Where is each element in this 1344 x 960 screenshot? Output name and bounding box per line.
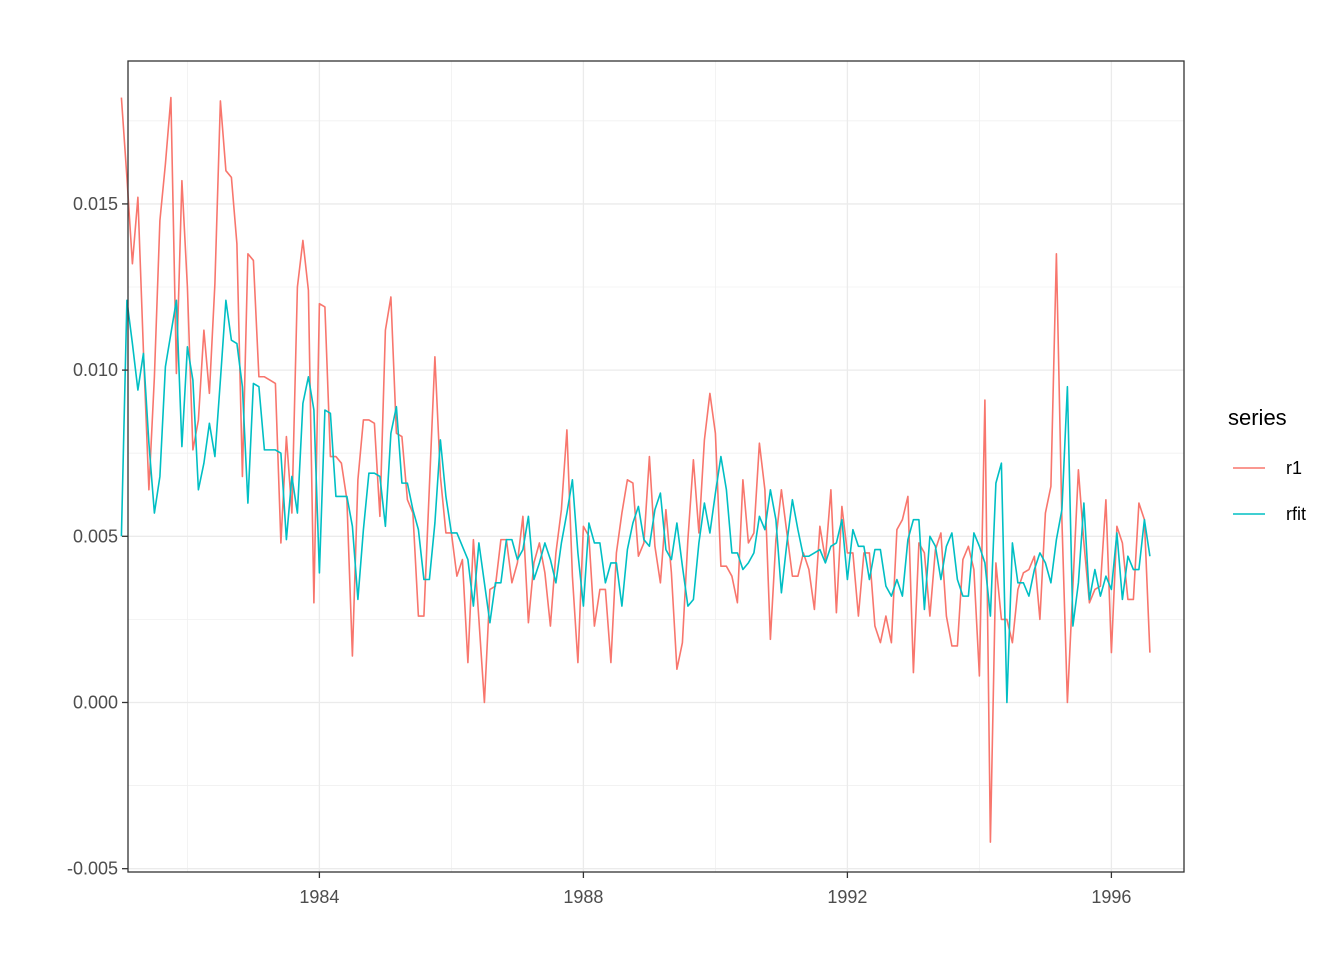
y-tick-label: 0.000 <box>73 692 118 712</box>
series-layer <box>120 96 1151 843</box>
y-tick-label: -0.005 <box>67 859 118 879</box>
x-axis: 1984 1988 1992 1996 <box>299 872 1131 907</box>
grid-major <box>128 61 1184 872</box>
y-tick-label: 0.005 <box>73 526 118 546</box>
y-tick-label: 0.015 <box>73 194 118 214</box>
legend-item-rfit: rfit <box>1233 504 1306 524</box>
y-tick-label: 0.010 <box>73 360 118 380</box>
grid-minor <box>128 61 1184 872</box>
x-tick-label: 1992 <box>827 887 867 907</box>
legend-title: series <box>1228 405 1287 430</box>
x-tick-label: 1996 <box>1091 887 1131 907</box>
legend-items: r1 rfit <box>1233 458 1306 524</box>
x-tick-label: 1984 <box>299 887 339 907</box>
legend: series r1 rfit <box>1228 405 1306 524</box>
x-tick-label: 1988 <box>563 887 603 907</box>
legend-item-r1: r1 <box>1233 458 1302 478</box>
series-line-r1 <box>120 96 1151 843</box>
series-line-rfit <box>120 299 1151 704</box>
y-axis: -0.005 0.000 0.005 0.010 0.015 <box>67 194 128 879</box>
legend-label-r1: r1 <box>1286 458 1302 478</box>
legend-label-rfit: rfit <box>1286 504 1306 524</box>
panel-border <box>127 60 1185 873</box>
